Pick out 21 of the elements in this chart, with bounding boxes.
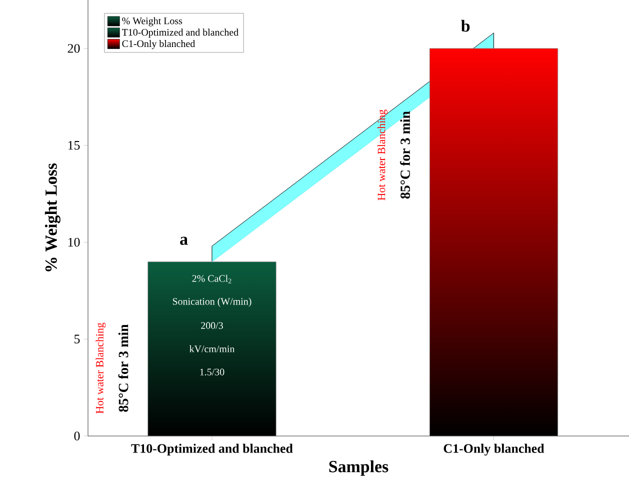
annotation: b xyxy=(461,20,470,32)
category-label: T10-Optimized and blanched xyxy=(122,28,238,38)
x-axis-title: Samples xyxy=(329,460,388,476)
y-tick-label: 15 xyxy=(68,140,80,150)
y-axis-title: % Weight Loss xyxy=(44,163,60,272)
category-label: C1-Only blanched xyxy=(122,40,196,50)
annotation: kV/cm/min xyxy=(189,345,235,352)
annotation: a xyxy=(180,236,188,245)
annotation: Hot water Blanching xyxy=(377,110,388,200)
annotation: 85°C for 3 min xyxy=(400,111,410,199)
annotation: Sonication (W/min) xyxy=(172,298,252,307)
y-tick-label: 10 xyxy=(68,238,80,247)
annotation: 85°C for 3 min xyxy=(118,324,128,412)
y-tick-label: 0 xyxy=(74,432,80,440)
annotation: 1.5/30 xyxy=(200,368,224,376)
annotation: Hot water Blanching xyxy=(96,322,106,414)
annotation: 200/3 xyxy=(201,322,223,329)
legend-label: % Weight Loss xyxy=(122,17,182,26)
y-tick-label: 20 xyxy=(68,44,80,53)
annotation: 2% CaCl$_{2}$ xyxy=(192,274,232,284)
y-tick-label: 5 xyxy=(74,334,80,344)
